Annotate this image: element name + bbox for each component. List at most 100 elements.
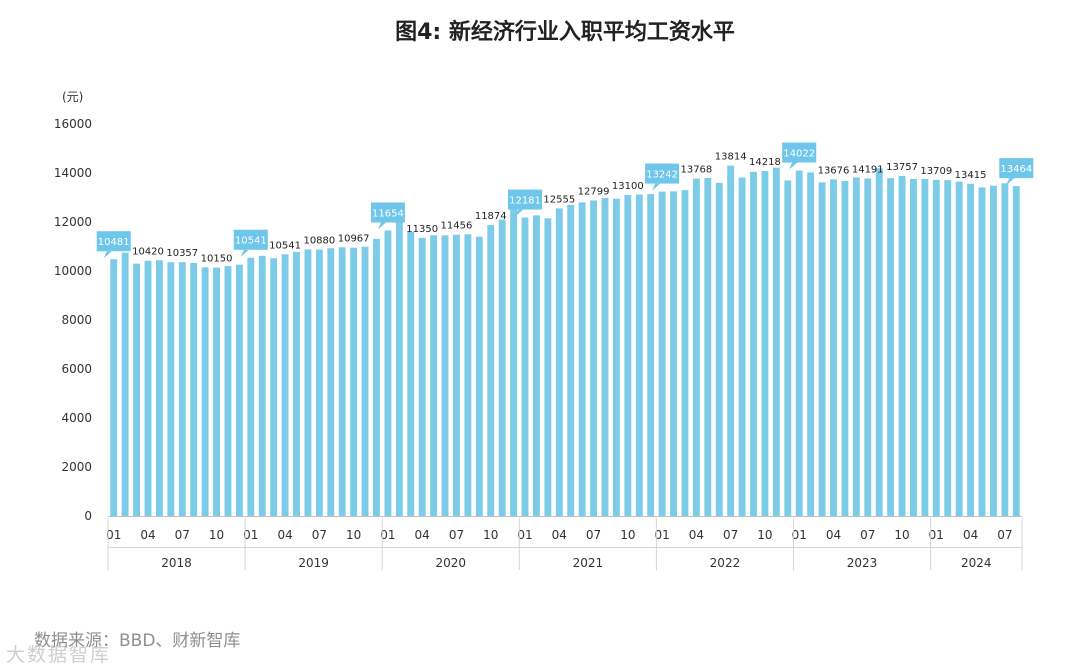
y-tick-label: 16000 [54,117,92,131]
data-label: 13814 [715,152,747,163]
bar [738,177,746,516]
bar [647,194,655,516]
bar [521,217,529,517]
y-axis-unit-label: (元) [62,90,83,104]
data-label: 14218 [749,157,781,168]
bar [567,204,575,516]
month-tick-label: 01 [792,528,807,542]
callout-box [782,142,817,163]
data-label: 13709 [920,166,952,177]
bar [921,178,929,516]
bar [418,237,426,517]
bar [167,262,175,516]
bar [430,235,438,517]
month-tick-label: 10 [757,528,772,542]
bar [612,198,620,516]
month-tick-label: 04 [277,528,292,542]
month-tick-label: 01 [654,528,669,542]
data-label: 11350 [406,224,438,235]
data-label: 10420 [132,247,164,258]
bar [487,225,495,516]
bar [235,264,243,516]
bar [498,219,506,517]
bar [155,260,163,516]
y-tick-label: 0 [84,509,92,523]
bar [875,168,883,516]
bar [384,230,392,517]
bar [224,266,232,516]
bar [1001,183,1009,517]
month-tick-label: 04 [963,528,978,542]
data-label: 13676 [818,165,850,176]
data-label: 10541 [269,240,301,251]
month-tick-label: 04 [689,528,704,542]
month-tick-label: 04 [552,528,567,542]
data-label: 10967 [338,234,370,245]
bar [190,262,198,516]
data-label: 10481 [98,237,130,248]
bar [315,249,323,516]
bar [361,246,369,516]
month-tick-label: 04 [415,528,430,542]
callout-pointer [789,162,798,170]
bar [590,200,597,516]
year-label: 2024 [961,556,992,570]
year-label: 2022 [710,556,741,570]
month-tick-label: 01 [106,528,121,542]
year-label: 2023 [847,556,878,570]
bar [407,231,415,517]
month-tick-label: 04 [826,528,841,542]
year-label: 2020 [435,556,466,570]
bar [338,247,346,516]
data-label: 13415 [955,170,987,181]
bar [373,238,380,516]
bar [864,178,872,516]
watermark: 大数据智库 [6,644,112,666]
bar [761,171,769,517]
bar [750,171,757,516]
month-tick-label: 01 [517,528,532,542]
bar [395,219,403,517]
month-tick-label: 04 [140,528,155,542]
data-label: 10150 [201,254,233,265]
bar [453,234,460,517]
bar [704,177,712,516]
bar [578,202,586,516]
y-tick-label: 14000 [54,166,92,180]
bar [818,182,826,516]
bar [293,251,300,516]
bar [121,252,129,516]
callout-box [96,231,131,252]
bar [1012,186,1020,516]
bar [464,234,472,516]
month-tick-label: 10 [346,528,361,542]
bar [852,177,860,516]
bar [133,263,140,516]
data-label: 10541 [235,236,267,247]
callout-pointer [377,222,386,230]
callout-pointer [240,249,249,257]
bar [944,180,952,516]
bar [144,260,152,516]
bar [247,257,255,516]
callout-box [508,189,543,210]
data-label: 13757 [886,162,918,173]
bar [830,179,837,516]
source-note: 数据来源：BBD、财新智库 [34,631,241,651]
y-tick-label: 6000 [61,362,92,376]
y-tick-label: 10000 [54,264,92,278]
bar [692,178,700,516]
data-label: 14191 [852,164,884,175]
data-label: 13242 [646,170,678,181]
data-label: 14022 [783,149,815,160]
data-label: 11456 [441,221,473,232]
bar [601,197,609,517]
year-label: 2018 [161,556,192,570]
bar [201,267,209,516]
callout-box [999,158,1034,179]
bar [555,208,563,516]
bar [624,195,632,517]
data-label: 10357 [166,248,198,259]
callout-box [233,229,268,250]
